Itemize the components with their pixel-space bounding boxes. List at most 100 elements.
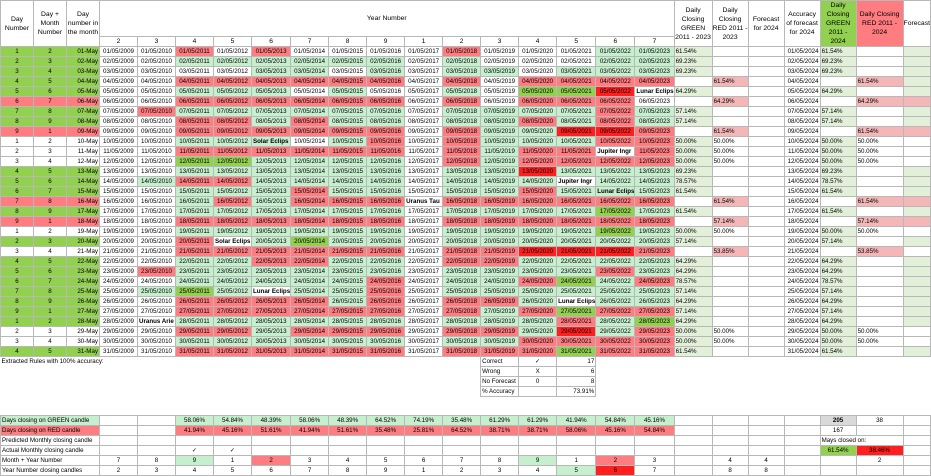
daily-red-pct[interactable]: 50.00% (711, 226, 749, 237)
daily-green-2024-pct[interactable]: 50.00% (819, 146, 857, 157)
day-month-cell[interactable]: 1 (33, 216, 67, 227)
date-cell[interactable]: 07/05/2023 (634, 106, 675, 117)
daily-red-2024-pct[interactable]: 50.00% (855, 326, 904, 337)
date-cell[interactable]: 20/05/2013 (250, 236, 292, 247)
daily-green-pct[interactable] (673, 216, 713, 227)
summary-value[interactable]: 64.52% (442, 425, 482, 436)
date-cell[interactable]: 10/05/2016 (366, 136, 406, 147)
date-cell[interactable]: 31/05/2017 (404, 346, 444, 357)
day-number-cell[interactable]: 4 (0, 346, 34, 357)
date-cell[interactable]: 02/05/2016 (366, 56, 406, 67)
summary-value[interactable]: 48.39% (250, 415, 292, 426)
date-cell[interactable]: 13/05/2021 (556, 166, 597, 177)
date-cell[interactable]: 22/05/2015 (328, 256, 368, 267)
date-cell[interactable]: 05/05/2009 (99, 86, 138, 97)
summary-value[interactable]: 54.84% (213, 415, 252, 426)
date-cell[interactable]: 04/05/2013 (250, 76, 292, 87)
date-cell[interactable]: 09/05/2010 (137, 126, 176, 137)
date-cell[interactable]: 23/05/2015 (328, 266, 368, 277)
daily-green-2024-pct[interactable]: 64.29% (819, 86, 857, 97)
daily-red-pct[interactable]: 50.00% (711, 156, 749, 167)
header-daily-red-2024[interactable]: Daily Closing RED 2011 - 2024 (855, 0, 904, 47)
date-cell[interactable]: 28/05/2023 (634, 316, 675, 327)
date-cell[interactable]: 13/05/2010 (137, 166, 176, 177)
date-cell[interactable]: 30/05/2010 (137, 336, 176, 347)
date-cell[interactable]: 05/05/2020 (518, 86, 558, 97)
date-cell[interactable]: 16/05/2021 (556, 196, 597, 207)
daily-red-pct[interactable] (711, 186, 749, 197)
date-cell[interactable]: 17/05/2013 (250, 206, 292, 217)
date-cell[interactable]: 25/05/2012 (213, 286, 252, 297)
day-in-month-cell[interactable]: 29-May (66, 326, 100, 337)
daily-red-2024-pct[interactable]: 50.00% (855, 146, 904, 157)
date-cell[interactable]: 15/05/2012 (213, 186, 252, 197)
summary-value[interactable] (290, 445, 330, 456)
summary-value[interactable]: 5 (366, 455, 406, 466)
summary-value[interactable] (366, 435, 406, 446)
date-cell[interactable]: 27/05/2017 (404, 306, 444, 317)
day-number-cell[interactable]: 9 (0, 306, 34, 317)
date-cell[interactable]: 14/05/2023 (634, 176, 675, 187)
date-cell[interactable]: 09/05/2014 (290, 126, 330, 137)
day-in-month-cell[interactable]: 09-May (66, 126, 100, 137)
date-cell[interactable]: 27/05/2023 (634, 306, 675, 317)
date-cell[interactable]: 31/05/2018 (442, 346, 482, 357)
date-cell[interactable]: 28/05/2019 (480, 316, 520, 327)
header-forecast-2024[interactable]: Forecast for 2024 (747, 0, 785, 47)
accuracy-date-cell[interactable]: 19/05/2024 (783, 226, 821, 237)
date-cell[interactable]: 23/05/2013 (250, 266, 292, 277)
daily-red-pct[interactable] (711, 116, 749, 127)
date-cell[interactable]: 30/05/2009 (99, 336, 138, 347)
day-month-cell[interactable]: 3 (33, 146, 67, 157)
date-cell[interactable]: 21/05/2010 (137, 246, 176, 257)
accuracy-date-cell[interactable]: 18/05/2024 (783, 216, 821, 227)
summary-value[interactable] (518, 435, 558, 446)
date-cell[interactable]: 27/05/2012 (213, 306, 252, 317)
date-cell[interactable]: 09/05/2020 (518, 126, 558, 137)
date-cell[interactable]: 06/05/2023 (634, 96, 675, 107)
date-cell[interactable]: 07/05/2010 (137, 106, 176, 117)
date-cell[interactable]: 08/05/2023 (634, 116, 675, 127)
date-cell[interactable]: 18/05/2010 (137, 216, 176, 227)
date-cell[interactable]: 17/05/2022 (595, 206, 636, 217)
year-col-number[interactable]: 1 (404, 35, 444, 48)
summary-value[interactable]: 3 (634, 455, 675, 466)
summary-value[interactable]: 41.94% (290, 425, 330, 436)
date-cell[interactable]: 10/05/2015 (328, 136, 368, 147)
date-cell[interactable]: 07/05/2012 (213, 106, 252, 117)
daily-green-2024-pct[interactable] (819, 76, 857, 87)
summary-value[interactable] (442, 445, 482, 456)
daily-red-pct[interactable] (711, 206, 749, 217)
day-in-month-cell[interactable]: 22-May (66, 256, 100, 267)
year-col-number[interactable]: 3 (137, 35, 176, 48)
daily-green-pct[interactable]: 69.23% (673, 166, 713, 177)
daily-green-2024-pct[interactable]: 57.14% (819, 116, 857, 127)
day-in-month-cell[interactable]: 21-May (66, 246, 100, 257)
date-cell[interactable]: 17/05/2023 (634, 206, 675, 217)
day-number-cell[interactable]: 4 (0, 256, 34, 267)
date-cell[interactable]: 21/05/2018 (442, 246, 482, 257)
summary-value[interactable]: ✓ (213, 445, 252, 456)
date-cell[interactable]: 07/05/2019 (480, 106, 520, 117)
date-cell[interactable]: 25/05/2017 (404, 286, 444, 297)
summary-value[interactable]: 2 (250, 455, 292, 466)
date-cell[interactable]: 29/05/2022 (595, 326, 636, 337)
date-cell[interactable]: 16/05/2022 (595, 196, 636, 207)
date-cell[interactable]: 12/05/2021 (556, 156, 597, 167)
forecast-2024-cell[interactable] (902, 156, 931, 167)
summary-value[interactable]: 7 (442, 455, 482, 466)
date-cell[interactable]: 30/05/2012 (213, 336, 252, 347)
daily-red-2024-pct[interactable] (855, 46, 904, 57)
date-cell[interactable]: 29/05/2017 (404, 326, 444, 337)
date-cell[interactable]: 31/05/2015 (328, 346, 368, 357)
daily-red-pct[interactable]: 61.54% (711, 196, 749, 207)
date-cell[interactable]: 01/05/2023 (634, 46, 675, 57)
daily-green-2024-pct[interactable] (819, 246, 857, 257)
date-cell[interactable]: 15/05/2017 (404, 186, 444, 197)
daily-green-2024-pct[interactable]: 50.00% (819, 336, 857, 347)
daily-green-2024-pct[interactable]: 50.00% (819, 136, 857, 147)
date-cell[interactable]: 14/05/2019 (480, 176, 520, 187)
date-cell[interactable]: 23/05/2014 (290, 266, 330, 277)
forecast-2024-cell[interactable] (902, 56, 931, 67)
date-cell[interactable]: 10/05/2022 (595, 136, 636, 147)
